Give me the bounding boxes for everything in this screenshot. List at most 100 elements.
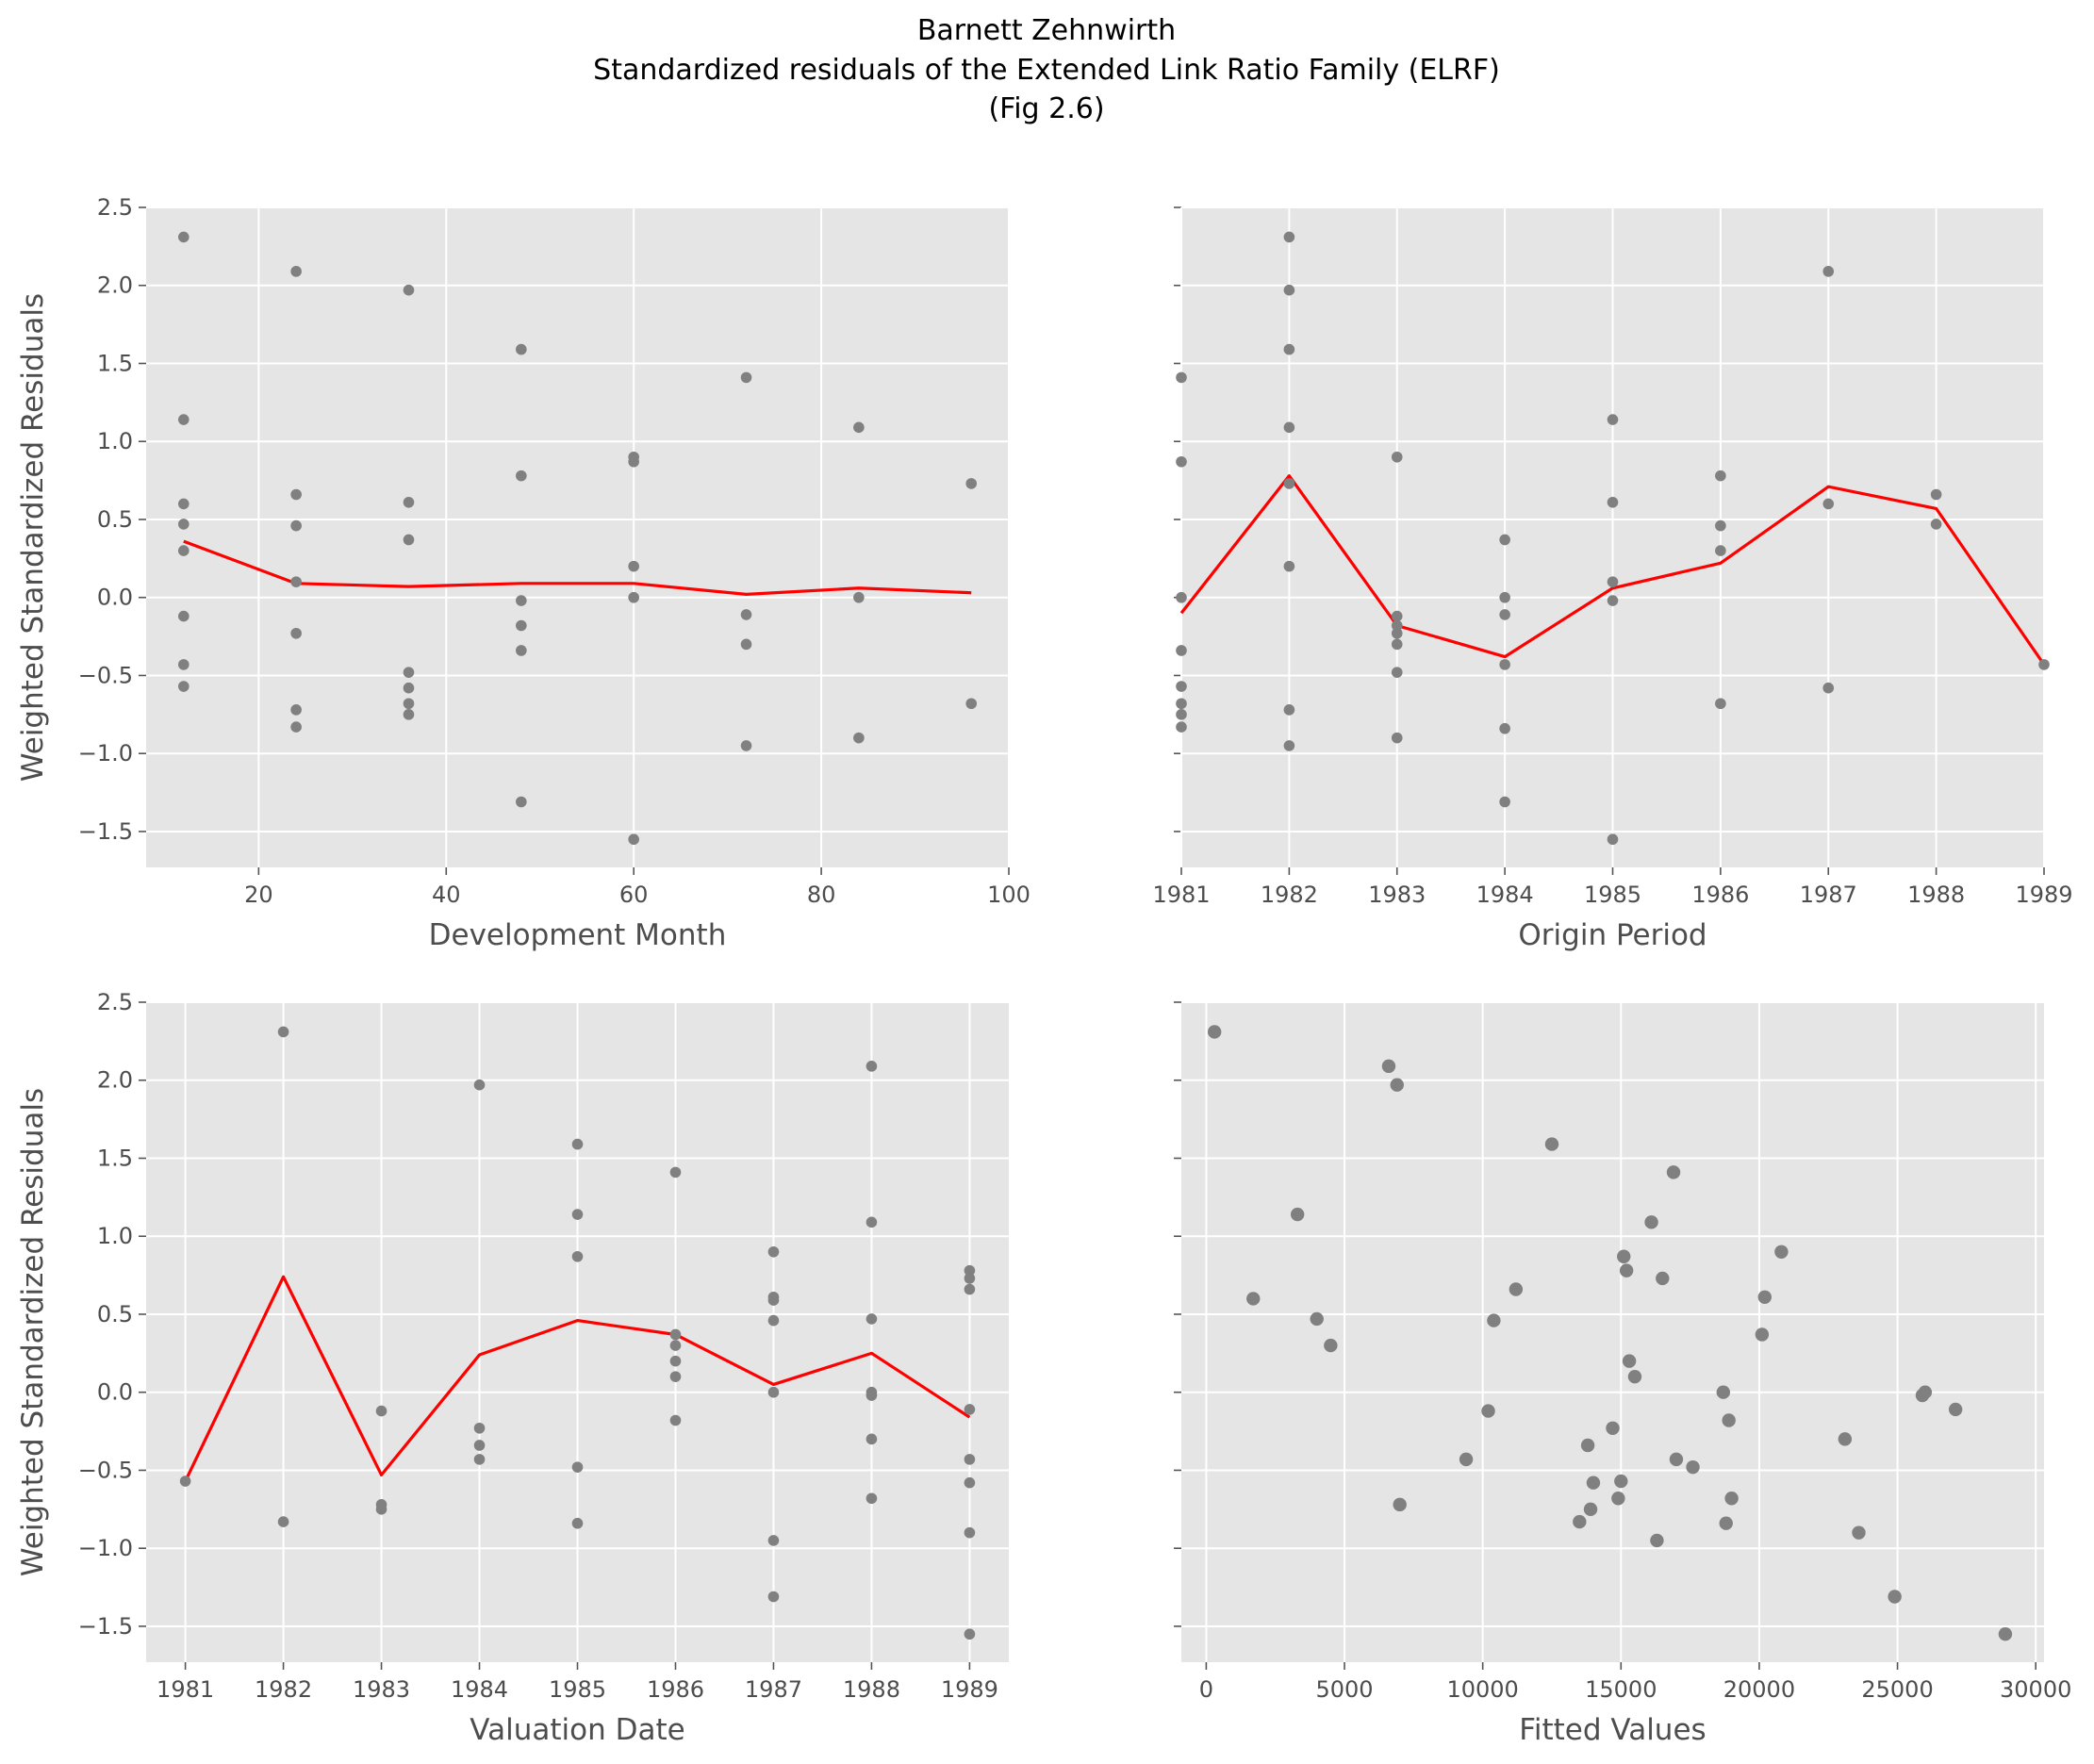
- residual-point: [1176, 721, 1187, 733]
- x-axis-label: Fitted Values: [1519, 1713, 1706, 1747]
- residual-point: [1607, 595, 1619, 606]
- residual-point: [1606, 1421, 1620, 1435]
- residual-point: [740, 740, 752, 751]
- residual-point: [1888, 1590, 1902, 1604]
- fitted-values-panel: 0 5000 10000 15000 20000 25000 30000 Fitted Val…: [1174, 1001, 2071, 1747]
- residual-point: [853, 591, 865, 603]
- residual-point: [1622, 1354, 1637, 1368]
- residual-point: [866, 1390, 878, 1401]
- y-tick-label: −0.5: [78, 1457, 133, 1483]
- y-tick-label: 1.0: [97, 428, 133, 454]
- y-tick-label: 2.5: [97, 194, 133, 221]
- residual-point: [853, 421, 865, 434]
- x-tick-label: 1981: [1152, 882, 1210, 908]
- residual-point: [1544, 1137, 1559, 1151]
- residual-point: [1390, 1078, 1404, 1092]
- x-tick-label: 40: [432, 882, 461, 908]
- y-axis-label: Weighted Standardized Residuals: [16, 1088, 50, 1576]
- residual-point: [669, 1355, 682, 1367]
- residual-point: [1607, 833, 1619, 846]
- residual-point: [1715, 519, 1726, 532]
- x-tick-label: 1986: [647, 1676, 704, 1703]
- residual-point: [571, 1250, 584, 1262]
- residual-point: [1499, 796, 1510, 808]
- residual-point: [1176, 645, 1187, 656]
- residual-point: [1499, 722, 1510, 734]
- residual-point: [1715, 545, 1726, 556]
- residual-point: [1290, 1207, 1305, 1222]
- residual-point: [767, 1591, 780, 1603]
- residual-point: [1381, 1059, 1396, 1074]
- residual-point: [1822, 498, 1835, 510]
- residual-point: [571, 1517, 584, 1529]
- residual-point: [740, 609, 752, 620]
- x-tick-label: 1987: [745, 1676, 802, 1703]
- residual-point: [1283, 740, 1295, 751]
- residual-point: [1838, 1432, 1853, 1446]
- residual-point: [516, 470, 527, 482]
- residual-point: [1617, 1249, 1631, 1263]
- residual-point: [964, 1273, 976, 1284]
- residual-point: [767, 1314, 780, 1327]
- residual-point: [1930, 488, 1942, 501]
- residual-point: [179, 1475, 191, 1487]
- residual-point: [628, 560, 639, 572]
- residual-point: [1930, 519, 1942, 530]
- residual-point: [403, 667, 415, 678]
- residual-point: [290, 721, 302, 733]
- residual-point: [1716, 1385, 1731, 1399]
- residual-point: [1686, 1459, 1700, 1475]
- x-tick-label: 1984: [451, 1676, 508, 1703]
- residual-point: [669, 1371, 682, 1382]
- residual-point: [1393, 1497, 1407, 1512]
- residual-point: [290, 576, 302, 587]
- residual-point: [177, 545, 190, 556]
- y-tick-label: 0.5: [97, 1301, 133, 1327]
- residual-point: [1283, 560, 1295, 572]
- residual-point: [1774, 1245, 1789, 1259]
- residual-point: [473, 1079, 486, 1091]
- residual-point: [571, 1461, 584, 1473]
- residual-point: [1715, 470, 1726, 482]
- residual-point: [1722, 1413, 1736, 1427]
- residual-point: [571, 1209, 584, 1220]
- residual-point: [1822, 682, 1835, 694]
- y-tick-label: 1.5: [97, 1145, 133, 1171]
- residual-point: [964, 1628, 976, 1640]
- x-tick-label: 1982: [255, 1676, 312, 1703]
- residual-point: [177, 681, 190, 692]
- residual-point: [403, 682, 415, 694]
- residual-point: [1755, 1327, 1770, 1342]
- residual-point: [290, 266, 302, 277]
- residual-point: [866, 1061, 878, 1072]
- residual-point: [628, 591, 639, 603]
- residual-point: [1391, 627, 1403, 639]
- residual-point: [1283, 343, 1295, 355]
- x-tick-label: 10000: [1446, 1676, 1518, 1703]
- residual-point: [177, 498, 190, 510]
- residual-point: [403, 709, 415, 720]
- y-tick-label: 1.5: [97, 350, 133, 376]
- residual-point: [403, 284, 415, 296]
- residual-point: [1724, 1492, 1739, 1506]
- residual-point: [473, 1440, 486, 1451]
- x-tick-label: 25000: [1861, 1676, 1933, 1703]
- residual-point: [1757, 1290, 1772, 1304]
- x-tick-label: 5000: [1315, 1676, 1373, 1703]
- residual-point: [964, 1404, 976, 1415]
- figure-title-line-3: (Fig 2.6): [988, 92, 1104, 125]
- residual-point: [767, 1294, 780, 1306]
- residual-point: [1176, 698, 1187, 710]
- y-tick-label: −1.5: [78, 1613, 133, 1640]
- residual-point: [1176, 371, 1187, 384]
- residual-point: [767, 1245, 780, 1258]
- residual-point: [1391, 451, 1403, 463]
- x-tick-label: 1983: [1368, 882, 1426, 908]
- residual-point: [1283, 421, 1295, 434]
- x-tick-label: 1989: [2015, 882, 2072, 908]
- residual-point: [1283, 284, 1295, 296]
- residual-point: [1573, 1514, 1587, 1529]
- x-tick-label: 0: [1199, 1676, 1213, 1703]
- x-tick-label: 1986: [1691, 882, 1749, 908]
